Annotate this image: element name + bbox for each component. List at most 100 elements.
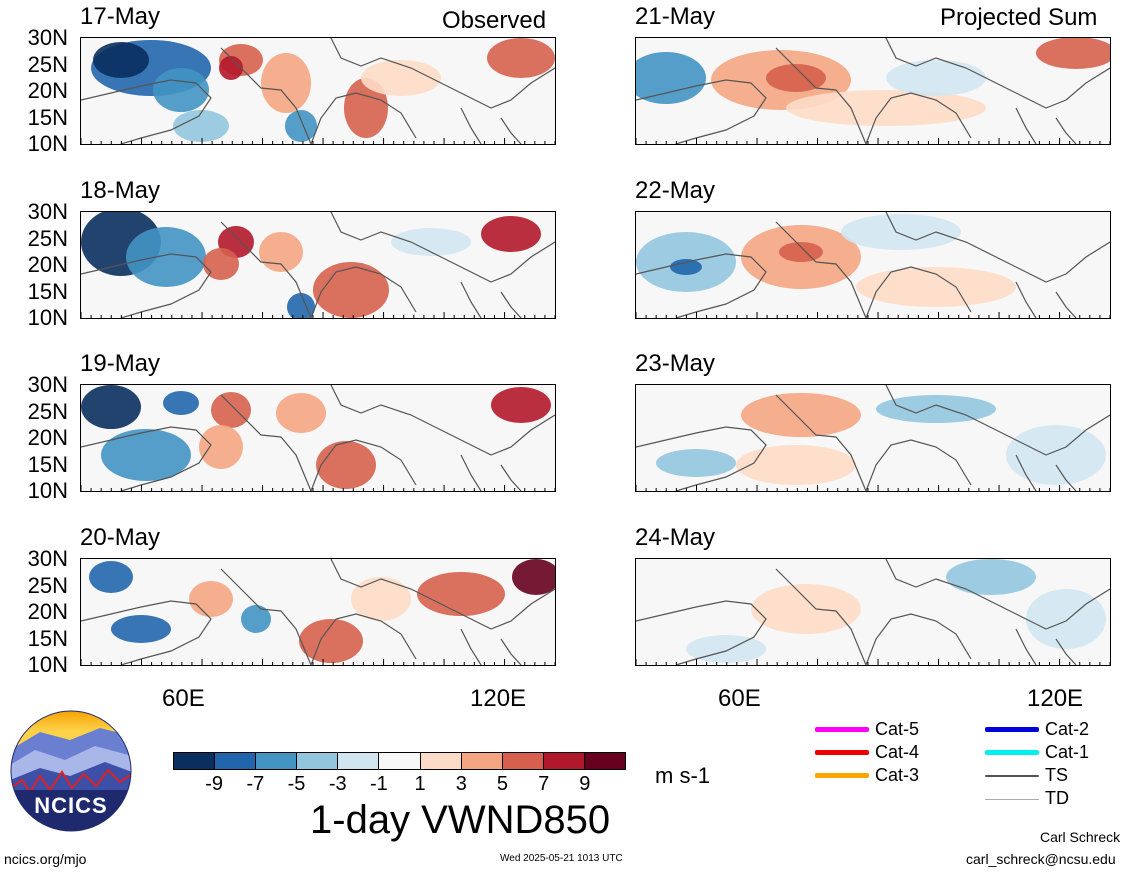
coastline: [460, 628, 482, 665]
coastline: [310, 613, 417, 665]
lat-label-15n-left-2: 15N: [27, 451, 68, 477]
legend-label-cat-4: Cat-4: [875, 742, 920, 762]
colorbar-swatch: [543, 753, 585, 769]
colorbar: [173, 752, 626, 770]
projected-title: Projected Sum: [940, 4, 1098, 31]
anomaly-blob: [856, 267, 1016, 307]
anomaly-blob: [512, 559, 555, 595]
map-field: [636, 385, 1110, 491]
legend-label-cat-2: Cat-2: [1045, 719, 1090, 739]
lat-label-30n-left-2: 30N: [27, 372, 68, 397]
coastline: [775, 47, 867, 144]
coastline: [460, 454, 482, 491]
lat-label-20n-left-3: 20N: [27, 599, 68, 624]
anomaly-blob: [946, 559, 1036, 595]
coastline: [220, 394, 312, 491]
anomaly-blob: [1006, 425, 1106, 485]
anomaly-blob: [316, 441, 376, 489]
anomaly-blob: [285, 110, 317, 142]
lat-label-10n-left-3: 10N: [27, 652, 68, 677]
coastline: [1015, 281, 1037, 318]
map-field: [636, 212, 1110, 318]
coastline: [865, 439, 972, 491]
coastline: [460, 107, 482, 144]
coastline: [636, 79, 767, 144]
colorbar-swatch: [174, 753, 216, 769]
coastline: [1055, 638, 1077, 665]
panel-date-left-0: 17-May: [80, 3, 161, 30]
coastline: [636, 253, 767, 318]
anomaly-blob: [417, 572, 505, 616]
colorbar-swatch: [502, 753, 544, 769]
coastline: [500, 464, 522, 491]
footer-email[interactable]: carl_schreck@ncsu.edu: [966, 851, 1116, 867]
colorbar-swatch: [215, 753, 257, 769]
logo-text: NCICS: [34, 793, 108, 818]
lat-label-20n-left-0: 20N: [27, 78, 68, 103]
lat-label-10n-left-0: 10N: [27, 131, 68, 156]
map-panel-left-3: [80, 558, 556, 666]
anomaly-blob: [173, 110, 229, 142]
lat-label-25n-left-3: 25N: [27, 572, 68, 598]
coastline: [220, 221, 312, 318]
coastline: [81, 253, 212, 318]
map-panel-left-2: [80, 384, 556, 492]
map-field: [81, 385, 555, 491]
anomaly-blob: [1026, 589, 1106, 649]
coastline: [310, 266, 417, 318]
lat-label-10n-left-2: 10N: [27, 478, 68, 503]
anomaly-blob: [670, 259, 702, 275]
colorbar-swatch: [256, 753, 298, 769]
legend-line-cat-2: [985, 727, 1039, 732]
coastline: [330, 559, 555, 630]
legend-label-ts: TS: [1045, 765, 1069, 785]
anomaly-blob: [259, 232, 303, 272]
map-panel-right-3: [635, 558, 1111, 666]
observed-title: Observed: [442, 7, 547, 34]
lat-label-20n-left-2: 20N: [27, 425, 68, 450]
coastline: [500, 291, 522, 318]
colorbar-label: 9: [579, 773, 591, 795]
anomaly-blob: [211, 392, 251, 428]
anomaly-blob: [351, 577, 411, 621]
colorbar-swatch: [420, 753, 462, 769]
anomaly-blob: [189, 581, 233, 617]
colorbar-label: 3: [455, 773, 467, 795]
legend-line-ts: [985, 775, 1039, 777]
coastline: [220, 47, 312, 144]
anomaly-blob: [741, 393, 861, 437]
coastline: [81, 426, 212, 491]
anomaly-blob: [876, 395, 996, 423]
coastline: [865, 92, 972, 144]
lat-label-15n-left-1: 15N: [27, 278, 68, 304]
anomaly-blob: [487, 38, 555, 78]
map-field: [81, 212, 555, 318]
legend-line-cat-1: [985, 750, 1039, 755]
anomaly-blob: [199, 425, 243, 469]
anomaly-blob: [841, 214, 961, 250]
panel-date-left-2: 19-May: [80, 350, 161, 377]
coastline: [885, 559, 1110, 630]
panel-date-right-2: 23-May: [635, 350, 716, 377]
anomaly-blob: [93, 42, 149, 78]
lat-label-30n-left-0: 30N: [27, 25, 68, 50]
anomaly-blob: [153, 68, 209, 112]
lon-label-60e-right: 60E: [718, 685, 761, 712]
lon-label-60e-left: 60E: [162, 685, 205, 712]
panel-date-right-0: 21-May: [635, 3, 716, 30]
anomaly-blob: [81, 385, 141, 429]
colorbar-label: 7: [538, 773, 550, 795]
lat-label-25n-left-2: 25N: [27, 398, 68, 424]
legend-label-cat-3: Cat-3: [875, 765, 920, 785]
coastline: [636, 426, 767, 491]
coastline: [1055, 291, 1077, 318]
footer-url[interactable]: ncics.org/mjo: [4, 851, 87, 867]
anomaly-blob: [241, 605, 271, 633]
legend-label-td: TD: [1045, 788, 1069, 808]
lon-label-120e-right: 120E: [1027, 685, 1084, 712]
colorbar-label: -5: [287, 773, 306, 795]
map-panel-left-1: [80, 211, 556, 319]
coastline: [865, 266, 972, 318]
units-label: m s-1: [655, 763, 710, 788]
map-panel-right-1: [635, 211, 1111, 319]
